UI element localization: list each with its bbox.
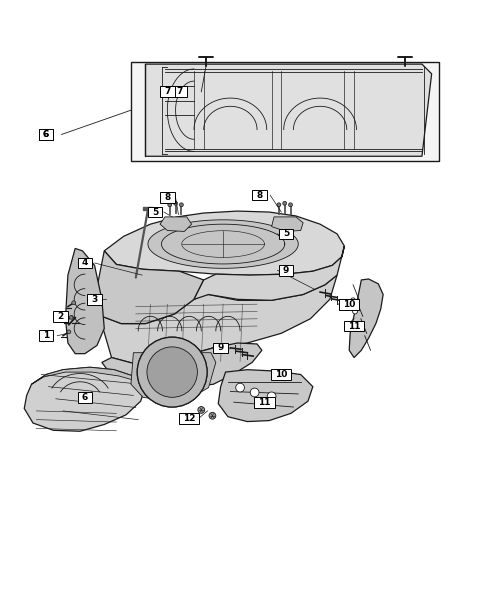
FancyBboxPatch shape: [53, 311, 68, 322]
FancyBboxPatch shape: [338, 299, 359, 310]
Text: 9: 9: [282, 266, 289, 274]
Circle shape: [350, 298, 355, 303]
Polygon shape: [94, 251, 203, 323]
FancyBboxPatch shape: [172, 87, 186, 97]
Circle shape: [137, 337, 207, 407]
FancyBboxPatch shape: [271, 369, 291, 380]
FancyBboxPatch shape: [213, 343, 227, 353]
Text: 2: 2: [58, 312, 63, 321]
Circle shape: [137, 337, 207, 407]
Circle shape: [147, 347, 197, 398]
Circle shape: [276, 203, 280, 207]
FancyBboxPatch shape: [252, 190, 266, 200]
Polygon shape: [218, 370, 312, 422]
Text: 6: 6: [82, 393, 88, 402]
Text: 7: 7: [164, 87, 170, 96]
Circle shape: [167, 203, 171, 207]
Text: 12: 12: [182, 413, 195, 423]
Bar: [131, 62, 438, 161]
Circle shape: [267, 392, 275, 401]
FancyBboxPatch shape: [343, 320, 363, 332]
Text: 1: 1: [43, 331, 49, 340]
Polygon shape: [160, 217, 191, 231]
Text: 10: 10: [342, 300, 355, 309]
Polygon shape: [131, 353, 215, 402]
Text: 4: 4: [81, 259, 88, 267]
Circle shape: [282, 201, 286, 205]
Circle shape: [209, 412, 215, 419]
Text: 11: 11: [257, 398, 270, 406]
FancyBboxPatch shape: [179, 413, 199, 423]
FancyBboxPatch shape: [39, 330, 53, 341]
FancyBboxPatch shape: [39, 129, 53, 140]
FancyBboxPatch shape: [148, 207, 162, 217]
Polygon shape: [104, 211, 344, 275]
Polygon shape: [348, 279, 382, 358]
FancyBboxPatch shape: [160, 87, 174, 97]
Text: 6: 6: [43, 130, 49, 139]
Polygon shape: [148, 220, 298, 269]
Circle shape: [250, 388, 258, 397]
Text: 8: 8: [164, 193, 170, 202]
Polygon shape: [145, 64, 431, 156]
Text: 3: 3: [91, 295, 97, 304]
Polygon shape: [102, 343, 261, 386]
Circle shape: [147, 347, 197, 398]
Circle shape: [235, 383, 244, 392]
Circle shape: [69, 315, 73, 319]
FancyBboxPatch shape: [160, 192, 174, 203]
Text: 9: 9: [217, 343, 224, 352]
Text: 8: 8: [256, 191, 262, 200]
Text: 10: 10: [274, 370, 287, 379]
Text: 11: 11: [347, 322, 360, 330]
Text: 5: 5: [283, 229, 288, 239]
Circle shape: [173, 201, 177, 205]
Circle shape: [288, 203, 292, 207]
Circle shape: [158, 358, 186, 386]
Polygon shape: [24, 368, 145, 431]
Bar: [142, 207, 153, 210]
FancyBboxPatch shape: [39, 129, 53, 140]
Circle shape: [352, 309, 357, 314]
Circle shape: [179, 203, 183, 207]
Text: 7: 7: [176, 87, 182, 96]
Circle shape: [72, 301, 76, 305]
FancyBboxPatch shape: [278, 229, 293, 239]
Polygon shape: [271, 217, 302, 231]
Text: 6: 6: [43, 130, 49, 139]
Polygon shape: [65, 249, 104, 353]
FancyBboxPatch shape: [77, 257, 92, 269]
Text: 5: 5: [152, 207, 158, 217]
FancyBboxPatch shape: [77, 392, 92, 403]
FancyBboxPatch shape: [87, 294, 102, 305]
Polygon shape: [31, 368, 145, 386]
FancyBboxPatch shape: [254, 397, 274, 408]
FancyBboxPatch shape: [278, 265, 293, 276]
Polygon shape: [94, 275, 336, 363]
Circle shape: [67, 330, 71, 334]
Polygon shape: [194, 246, 344, 300]
Circle shape: [197, 406, 204, 413]
